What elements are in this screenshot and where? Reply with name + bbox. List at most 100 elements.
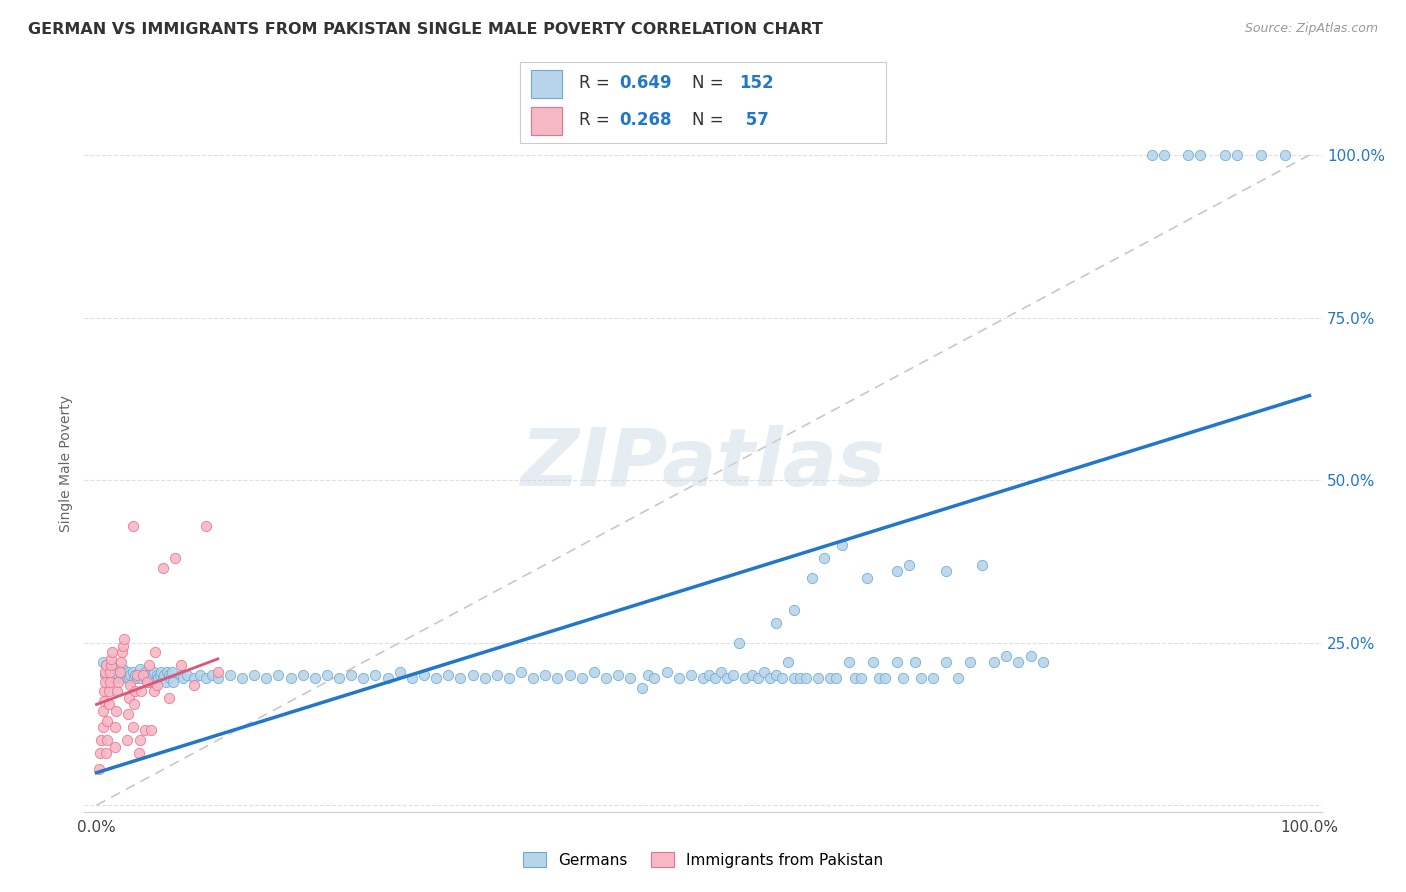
Point bbox=[112, 668, 135, 682]
Point bbox=[91, 655, 114, 669]
Point bbox=[122, 672, 145, 686]
Point bbox=[100, 652, 122, 666]
Point bbox=[1019, 648, 1042, 663]
Point bbox=[655, 665, 678, 679]
Point bbox=[935, 564, 957, 578]
FancyBboxPatch shape bbox=[531, 107, 562, 135]
Point bbox=[146, 668, 169, 682]
Point bbox=[94, 674, 117, 689]
Point bbox=[1274, 148, 1296, 162]
Text: R =: R = bbox=[579, 74, 614, 92]
Point bbox=[112, 639, 135, 653]
Point bbox=[156, 665, 179, 679]
Point bbox=[723, 668, 745, 682]
Point bbox=[104, 672, 127, 686]
Point bbox=[770, 672, 793, 686]
Point bbox=[522, 672, 544, 686]
Point bbox=[201, 668, 224, 682]
Point bbox=[89, 746, 111, 760]
Point bbox=[783, 603, 806, 617]
FancyBboxPatch shape bbox=[531, 70, 562, 98]
Point bbox=[692, 672, 714, 686]
Point bbox=[125, 668, 148, 682]
Text: GERMAN VS IMMIGRANTS FROM PAKISTAN SINGLE MALE POVERTY CORRELATION CHART: GERMAN VS IMMIGRANTS FROM PAKISTAN SINGL… bbox=[28, 22, 823, 37]
Point bbox=[101, 662, 124, 676]
Point bbox=[134, 665, 156, 679]
Point bbox=[637, 668, 659, 682]
Point bbox=[1032, 655, 1054, 669]
Point bbox=[117, 665, 139, 679]
Point bbox=[104, 720, 127, 734]
Point bbox=[862, 655, 884, 669]
Text: ZIPatlas: ZIPatlas bbox=[520, 425, 886, 503]
Point bbox=[97, 662, 120, 676]
Point bbox=[910, 672, 932, 686]
Point bbox=[170, 668, 193, 682]
Point bbox=[134, 723, 156, 738]
Point bbox=[149, 665, 172, 679]
Point bbox=[183, 672, 205, 686]
Point bbox=[328, 672, 350, 686]
Point bbox=[165, 551, 187, 566]
Point bbox=[155, 674, 177, 689]
Point bbox=[752, 665, 775, 679]
Point bbox=[935, 655, 957, 669]
Point bbox=[352, 672, 374, 686]
Point bbox=[110, 672, 132, 686]
Point bbox=[157, 668, 180, 682]
Point bbox=[120, 668, 142, 682]
Point bbox=[868, 672, 890, 686]
Point bbox=[125, 672, 148, 686]
Point bbox=[838, 655, 860, 669]
Point bbox=[607, 668, 630, 682]
Point bbox=[697, 668, 720, 682]
Point bbox=[364, 668, 387, 682]
Point bbox=[142, 665, 165, 679]
Point bbox=[291, 668, 314, 682]
Point bbox=[254, 672, 277, 686]
Point bbox=[110, 655, 132, 669]
Point bbox=[891, 672, 914, 686]
Point bbox=[120, 678, 142, 692]
Point bbox=[112, 662, 135, 676]
Point bbox=[510, 665, 533, 679]
Point bbox=[98, 665, 121, 679]
Point bbox=[188, 668, 211, 682]
Point bbox=[316, 668, 339, 682]
Point bbox=[148, 668, 170, 682]
Point bbox=[108, 665, 131, 679]
Point bbox=[104, 739, 127, 754]
Point bbox=[143, 674, 166, 689]
Point bbox=[461, 668, 484, 682]
Point bbox=[162, 674, 184, 689]
Point bbox=[765, 668, 787, 682]
Text: 0.649: 0.649 bbox=[619, 74, 672, 92]
Point bbox=[111, 665, 134, 679]
Point bbox=[91, 704, 114, 718]
Point bbox=[100, 672, 122, 686]
Text: Source: ZipAtlas.com: Source: ZipAtlas.com bbox=[1244, 22, 1378, 36]
Point bbox=[758, 672, 780, 686]
Point bbox=[104, 668, 127, 682]
Point bbox=[801, 571, 824, 585]
Point bbox=[159, 672, 181, 686]
Point bbox=[131, 684, 153, 698]
Point bbox=[922, 672, 945, 686]
Point bbox=[267, 668, 290, 682]
Point bbox=[959, 655, 981, 669]
Point bbox=[124, 684, 146, 698]
Text: 152: 152 bbox=[740, 74, 775, 92]
Point bbox=[146, 678, 169, 692]
Point bbox=[983, 655, 1005, 669]
Point bbox=[904, 655, 927, 669]
Point bbox=[129, 733, 152, 747]
Point bbox=[377, 672, 399, 686]
Point bbox=[97, 698, 120, 712]
Point bbox=[546, 672, 568, 686]
Point bbox=[152, 561, 174, 575]
Point bbox=[710, 665, 733, 679]
Point bbox=[194, 518, 217, 533]
Point bbox=[93, 694, 115, 708]
Point bbox=[783, 672, 806, 686]
Point bbox=[474, 672, 496, 686]
